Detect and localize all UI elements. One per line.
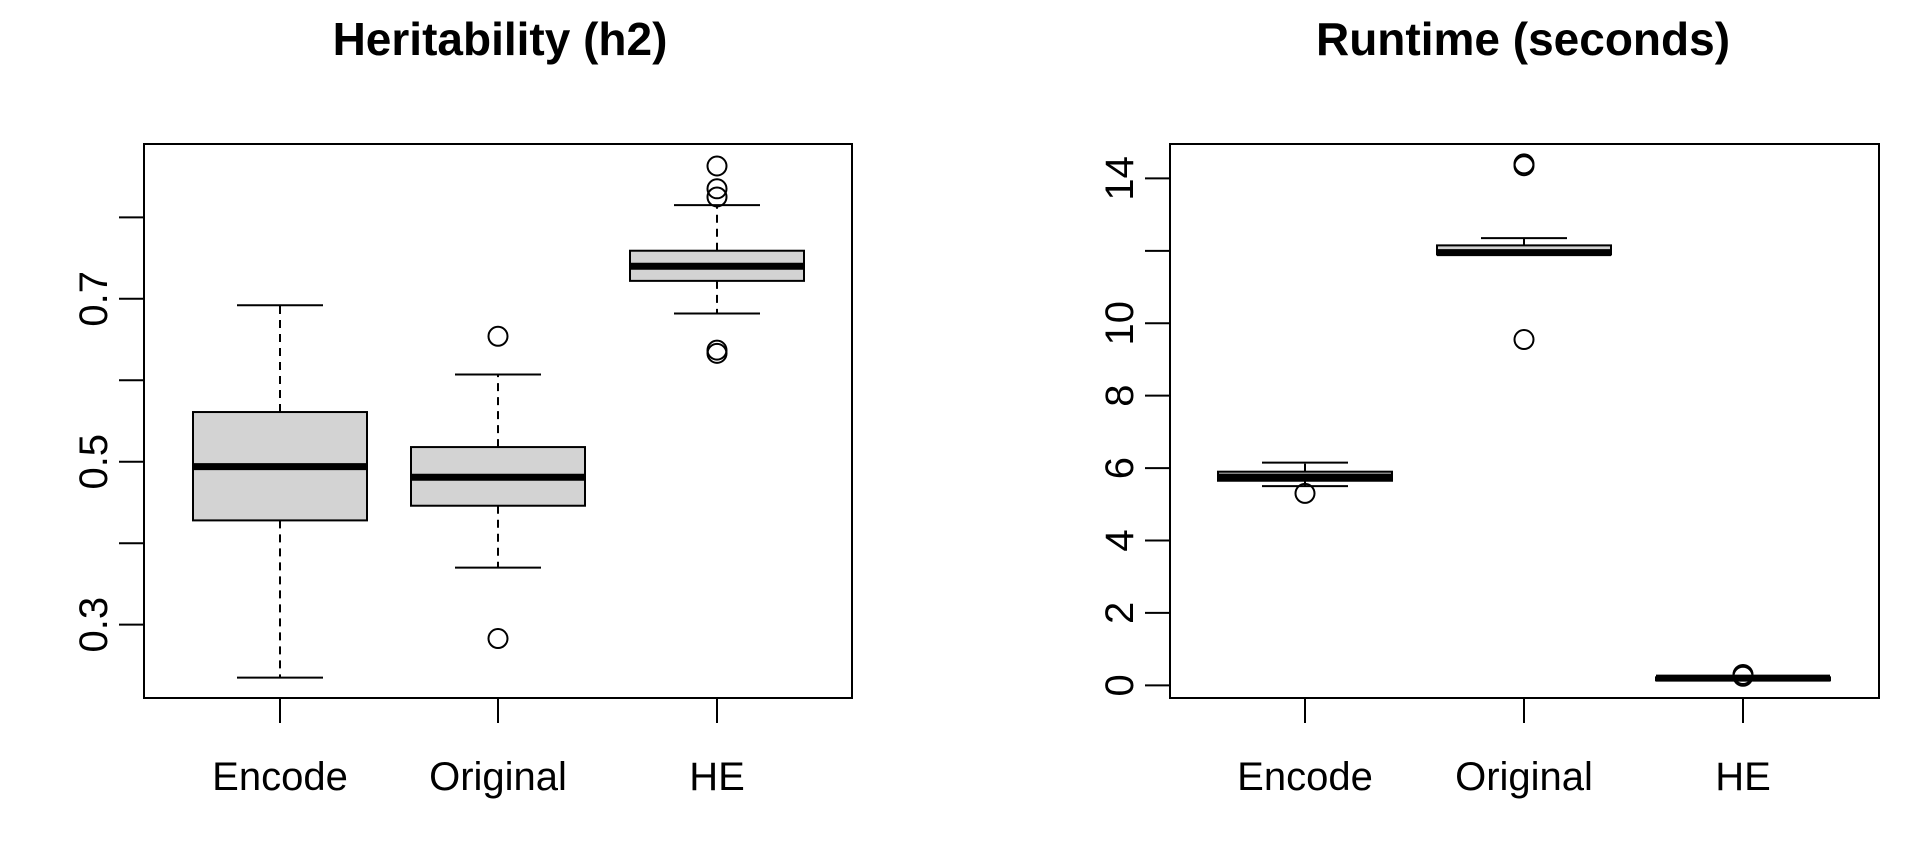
x-tick-label: Encode	[212, 755, 348, 799]
outlier-point	[1513, 153, 1535, 175]
y-tick-label: 2	[1098, 602, 1142, 624]
y-tick-label: 4	[1098, 529, 1142, 551]
box-encode	[192, 304, 368, 679]
outlier-point	[706, 342, 728, 364]
chart-title: Runtime (seconds)	[1316, 13, 1730, 65]
outlier-point	[706, 155, 728, 177]
x-tick-label: HE	[1715, 755, 1771, 799]
box-he	[1655, 663, 1831, 687]
outlier-point	[706, 186, 728, 208]
outlier-point	[1294, 482, 1316, 504]
heritability-boxplot-panel: Heritability (h2) 0.3 0.5 0.7 Encode Origina…	[72, 13, 853, 799]
outlier-point	[487, 325, 509, 347]
y-tick-label: 14	[1098, 156, 1142, 201]
x-tick-label: Encode	[1237, 755, 1373, 799]
y-tick-label: 8	[1098, 385, 1142, 407]
x-tick-label: Original	[429, 755, 567, 799]
box-original	[1436, 153, 1612, 351]
y-tick-label: 0	[1098, 674, 1142, 696]
box-he	[629, 155, 805, 364]
outlier-point	[706, 178, 728, 200]
outlier-point	[1732, 663, 1754, 685]
y-tick-label: 0.5	[72, 434, 116, 490]
outlier-point	[487, 628, 509, 650]
x-tick-label: HE	[689, 755, 745, 799]
y-tick-label: 10	[1098, 301, 1142, 346]
chart-title: Heritability (h2)	[333, 13, 668, 65]
box-encode	[1217, 461, 1393, 504]
runtime-boxplot-panel: Runtime (seconds) 0 2 4 6 8 10 14 Encode Origina…	[1098, 13, 1880, 799]
y-tick-label: 0.3	[72, 597, 116, 653]
y-tick-label: 0.7	[72, 271, 116, 327]
y-tick-label: 6	[1098, 457, 1142, 479]
x-tick-label: Original	[1455, 755, 1593, 799]
box-original	[410, 325, 586, 650]
plot-frame	[1169, 143, 1880, 699]
outlier-point	[1513, 155, 1535, 177]
outlier-point	[1513, 329, 1535, 351]
